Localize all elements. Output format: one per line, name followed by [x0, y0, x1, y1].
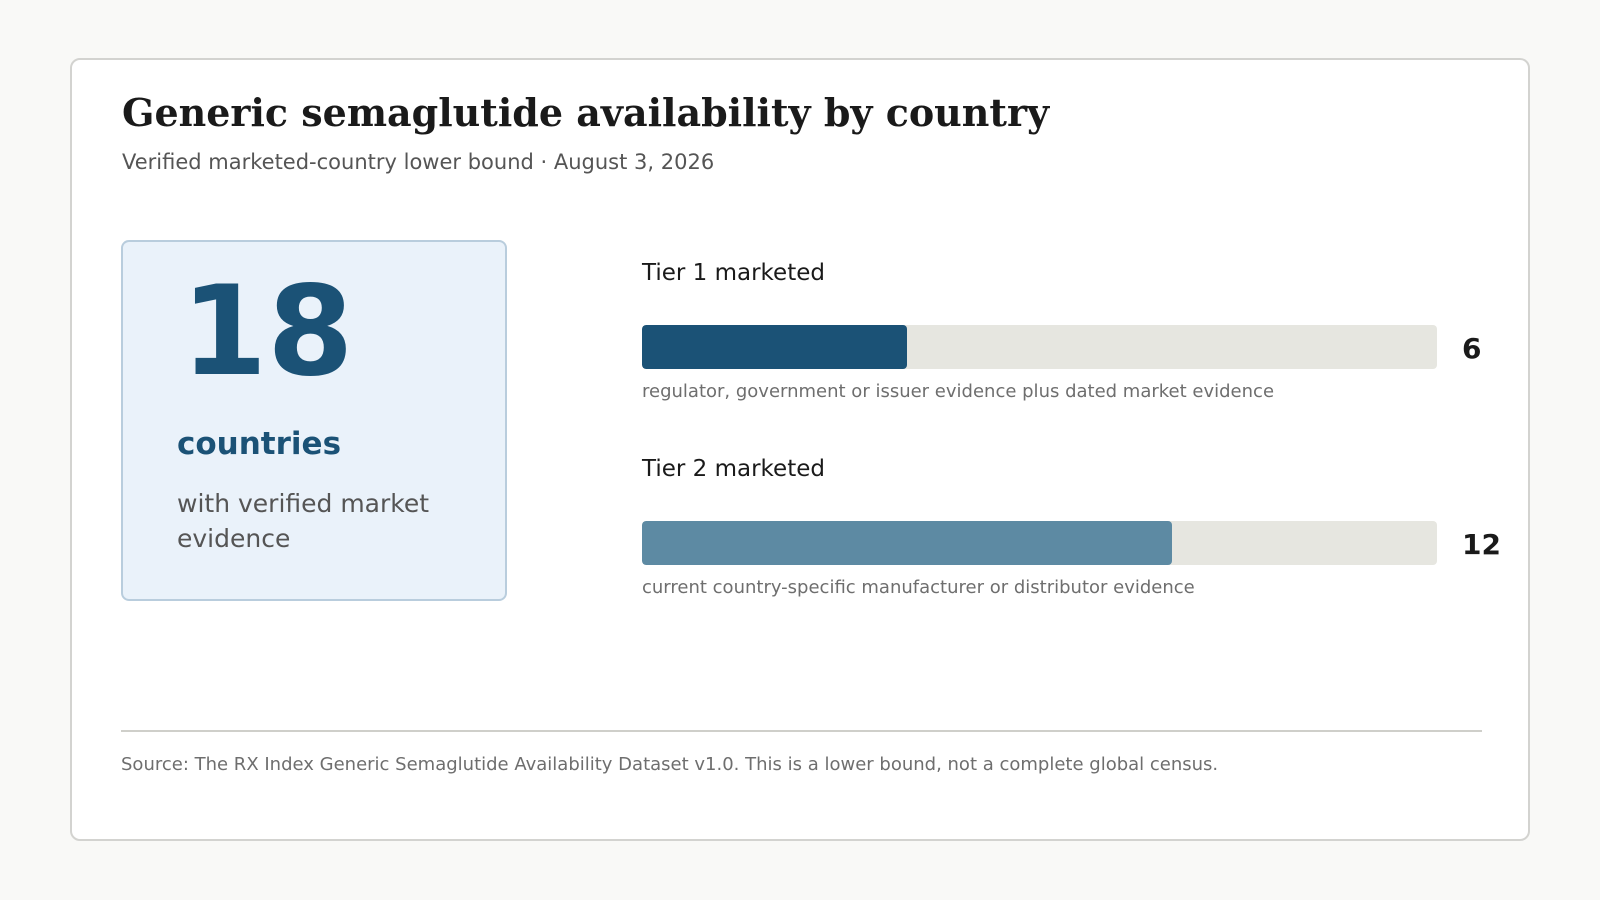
summary-unit: countries — [177, 426, 342, 462]
tier-2-description: current country-specific manufacturer or… — [642, 577, 1195, 598]
tier-1-bar — [642, 325, 907, 369]
tier-1-label: Tier 1 marketed — [642, 260, 825, 286]
tier-1-description: regulator, government or issuer evidence… — [642, 381, 1275, 402]
summary-stat-box: 18 countries with verified market eviden… — [121, 240, 507, 601]
tier-1-bar-track — [642, 325, 1437, 369]
tier-2-bar-track — [642, 521, 1437, 565]
tier-2-value: 12 — [1462, 528, 1501, 561]
tier-2-label: Tier 2 marketed — [642, 456, 825, 482]
summary-number: 18 — [181, 260, 354, 404]
chart-card: Generic semaglutide availability by coun… — [70, 58, 1530, 841]
tier-2-bar — [642, 521, 1172, 565]
footer-divider — [121, 730, 1482, 732]
tier-1-value: 6 — [1462, 332, 1482, 365]
summary-description: with verified market evidence — [177, 489, 430, 553]
source-note: Source: The RX Index Generic Semaglutide… — [121, 754, 1219, 775]
chart-title: Generic semaglutide availability by coun… — [122, 90, 1050, 135]
chart-subtitle: Verified marketed-country lower bound · … — [122, 150, 715, 174]
